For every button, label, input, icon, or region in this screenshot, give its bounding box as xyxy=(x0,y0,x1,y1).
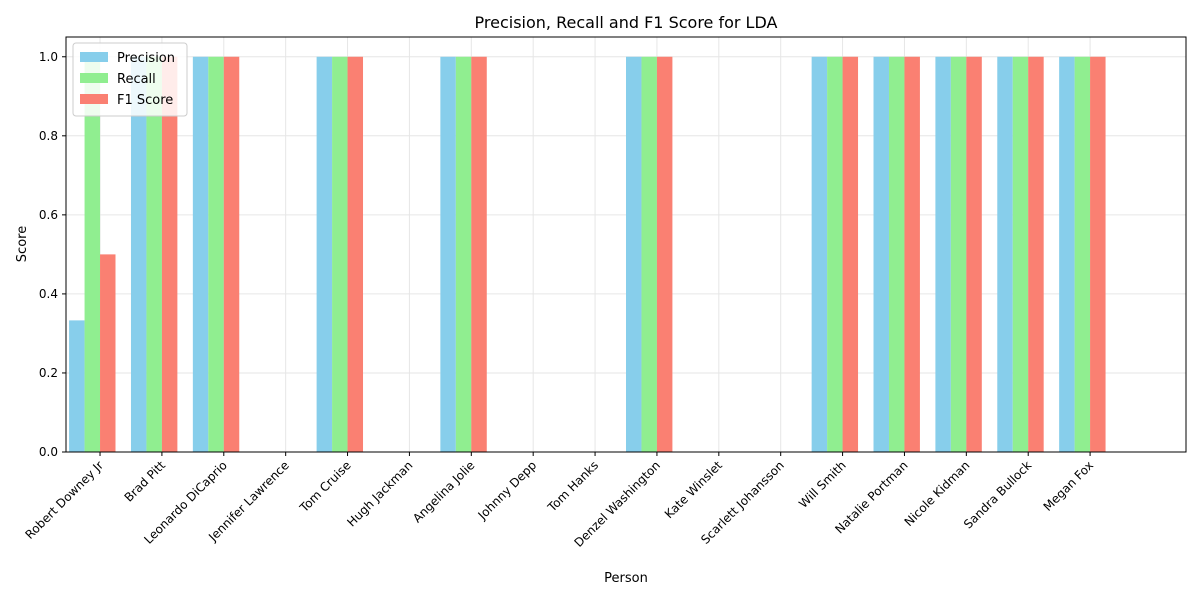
bar-recall xyxy=(208,56,224,453)
y-tick-label: 0.0 xyxy=(39,445,58,459)
bar-precision xyxy=(192,56,209,453)
bar-f1-score xyxy=(904,56,920,453)
legend-swatch xyxy=(80,52,108,62)
bar-precision xyxy=(1059,56,1075,453)
bar-f1-score xyxy=(100,254,116,452)
x-tick-label: Nicole Kidman xyxy=(902,458,973,529)
bar-recall xyxy=(827,56,843,453)
y-tick-label: 0.4 xyxy=(39,287,58,301)
bar-recall xyxy=(641,56,657,453)
bar-recall xyxy=(455,56,472,453)
x-tick-label: Angelina Jolie xyxy=(410,458,477,525)
y-axis-ticks: 0.0 0.2 0.4 0.6 0.8 1.0 xyxy=(39,50,66,459)
x-axis-title: Person xyxy=(604,571,648,586)
bar-f1-score xyxy=(656,56,673,453)
bar-precision xyxy=(626,56,642,453)
y-tick-label: 0.8 xyxy=(39,129,58,143)
bar-recall xyxy=(146,56,162,453)
bar-f1-score xyxy=(1090,56,1106,453)
x-tick-label: Hugh Jackman xyxy=(344,458,415,529)
legend-swatch xyxy=(80,73,108,83)
y-axis-title: Score xyxy=(15,226,30,262)
x-tick-label: Johnny Depp xyxy=(475,458,540,523)
bars xyxy=(69,56,1106,453)
bar-precision xyxy=(873,56,889,453)
y-tick-label: 1.0 xyxy=(39,50,58,64)
x-tick-label: Robert Downey Jr xyxy=(22,458,106,542)
legend-label: Recall xyxy=(117,72,156,87)
x-tick-label: Kate Winslet xyxy=(662,458,725,521)
x-tick-label: Will Smith xyxy=(796,458,849,511)
bar-f1-score xyxy=(1028,56,1044,453)
bar-recall xyxy=(950,56,967,453)
bar-f1-score xyxy=(842,56,859,453)
bar-f1-score xyxy=(161,56,178,453)
bar-precision xyxy=(69,320,85,452)
y-tick-label: 0.2 xyxy=(39,366,58,380)
bar-f1-score xyxy=(966,56,982,453)
bar-precision xyxy=(935,56,951,453)
bar-precision xyxy=(440,56,456,453)
bar-f1-score xyxy=(471,56,487,453)
bar-recall xyxy=(1074,56,1091,453)
bar-recall xyxy=(84,56,101,453)
x-tick-label: Tom Cruise xyxy=(296,458,353,515)
bar-f1-score xyxy=(223,56,240,453)
bar-recall xyxy=(332,56,348,453)
chart-title: Precision, Recall and F1 Score for LDA xyxy=(475,13,778,32)
y-tick-label: 0.6 xyxy=(39,208,58,222)
bar-precision xyxy=(811,56,828,453)
bar-f1-score xyxy=(347,56,364,453)
x-tick-label: Brad Pitt xyxy=(122,458,169,505)
legend-label: F1 Score xyxy=(117,93,173,108)
plot-frame xyxy=(65,36,1187,453)
x-tick-label: Megan Fox xyxy=(1041,458,1097,514)
legend-swatch xyxy=(80,94,108,104)
bar-precision xyxy=(997,56,1013,453)
legend-label: Precision xyxy=(117,51,175,66)
x-tick-label: Tom Hanks xyxy=(544,458,601,515)
bar-precision xyxy=(316,56,333,453)
bar-recall xyxy=(888,56,905,453)
bar-recall xyxy=(1012,56,1029,453)
bar-precision xyxy=(130,56,147,453)
legend: Precision Recall F1 Score xyxy=(72,42,188,117)
x-tick-label: Sandra Bullock xyxy=(961,458,1034,531)
